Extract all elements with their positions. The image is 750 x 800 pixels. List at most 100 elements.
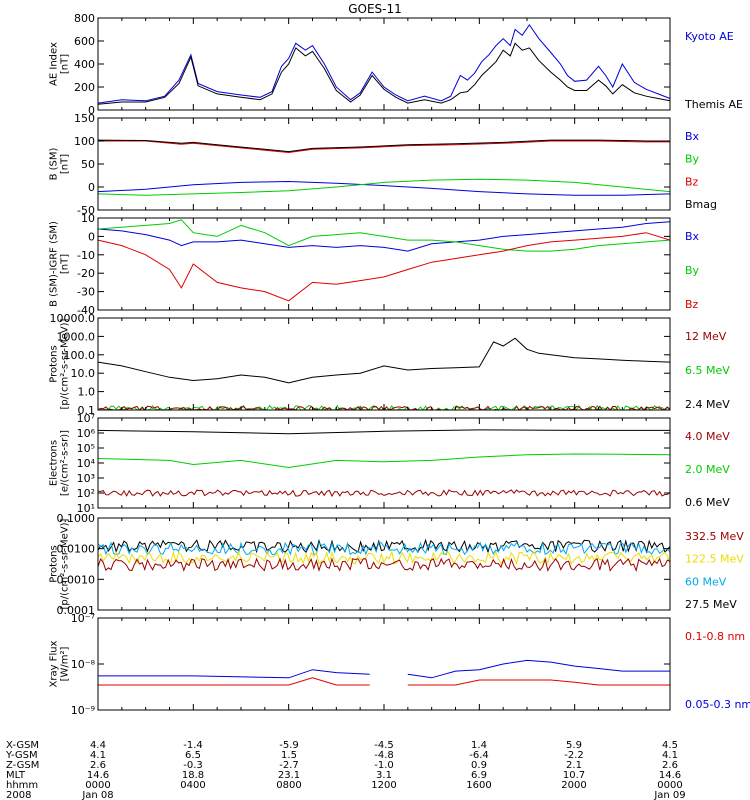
legend-label: 0.6 MeV [685, 496, 730, 509]
y-axis-label: Protons [49, 345, 60, 382]
ephemeris-value: 3.1 [376, 770, 392, 781]
series-bigrf-by [97, 219, 671, 252]
y-tick-label: 800 [74, 12, 95, 25]
y-tick-label: 0.1 [78, 404, 96, 417]
ephemeris-value: 18.8 [182, 770, 204, 781]
ephemeris-value: 1200 [371, 780, 396, 791]
ephemeris-row-label: 2008 [6, 790, 31, 800]
series-protons_high-332-5-mev [97, 557, 671, 573]
panel-electrons: 10¹ 10² 10³ 10⁴ 10⁵ 10⁶ 10⁷ Electrons [e/(cm²-s-… [49, 412, 731, 515]
legend-label: 332.5 MeV [685, 530, 744, 543]
ephemeris-value: 14.6 [659, 770, 681, 781]
ephemeris-value: 1.5 [281, 750, 297, 761]
y-tick-label: 10⁶ [77, 427, 96, 440]
y-tick-label: -30 [77, 286, 95, 299]
series-bsm-bz [98, 140, 670, 154]
series-protons_high-60-mev [97, 541, 671, 556]
ephemeris-row-label: hhmm [6, 780, 38, 791]
panel-frame [97, 17, 671, 111]
y-axis-label: Xray Flux [49, 640, 60, 687]
y-tick-label: 0 [88, 181, 95, 194]
y-tick-label: 10.0 [71, 367, 96, 380]
ephemeris-value: -2.2 [564, 750, 584, 761]
panel-frame [97, 217, 671, 311]
ephemeris-value: -5.9 [279, 740, 299, 751]
legend-label: 27.5 MeV [685, 598, 737, 611]
y-tick-label: 600 [74, 35, 95, 48]
y-tick-label: 1000.0 [57, 330, 96, 343]
ephemeris-value: -4.8 [374, 750, 394, 761]
ephemeris-row-label: Y-GSM [5, 750, 38, 761]
y-tick-label: 100 [74, 135, 95, 148]
legend-label: 12 MeV [685, 330, 727, 343]
legend-label: Bz [685, 298, 699, 311]
y-axis-label: [W/m²] [60, 646, 71, 681]
y-axis-label: [nT] [60, 154, 71, 174]
legend-label: 0.1-0.8 nm [685, 630, 745, 643]
series-electrons-0-6-mev [97, 429, 670, 435]
ephemeris-value: 2.1 [566, 760, 582, 771]
y-tick-label: -50 [77, 204, 95, 217]
y-tick-label: 0.0010 [57, 573, 96, 586]
y-tick-label: 10³ [77, 472, 95, 485]
y-tick-label: 1.0 [78, 386, 96, 399]
legend-label: By [685, 264, 700, 277]
series-electrons-4-0-mev [97, 489, 671, 498]
y-tick-label: 10¹ [77, 502, 95, 515]
ephemeris-value: 2.6 [662, 760, 678, 771]
ephemeris-value: -1.0 [374, 760, 394, 771]
legend-label: By [685, 153, 700, 166]
series-bsm-bx [97, 180, 671, 196]
panel-bigrf: -40 -30 -20 -10 0 10 B (SM)-IGRF (SM) [nT] Bx By B… [49, 212, 700, 317]
y-tick-label: -40 [77, 304, 95, 317]
y-tick-label: 10⁻⁷ [71, 612, 95, 625]
panel-protons_low: 0.1 1.0 10.0 100.0 1000.0 10000.0 Protons [p/(c… [49, 312, 731, 417]
ephemeris-table: X-GSMY-GSMZ-GSMMLThhmm20084.44.12.614.60… [5, 740, 686, 800]
y-tick-label: 10000.0 [50, 312, 96, 325]
ephemeris-value: 6.5 [185, 750, 201, 761]
y-tick-label: 10² [77, 487, 95, 500]
ephemeris-value: 0000 [657, 780, 682, 791]
y-tick-label: 0.0100 [57, 543, 96, 556]
panel-frame [97, 617, 671, 711]
series-protons_high-122-5-mev [97, 550, 671, 566]
legend-label: Bz [685, 175, 699, 188]
ephemeris-value: -2.7 [279, 760, 299, 771]
ephemeris-value: 4.5 [662, 740, 678, 751]
series-bigrf-bz [97, 232, 671, 302]
y-tick-label: 0.0001 [57, 604, 96, 617]
y-axis-label: [nT] [60, 54, 71, 74]
y-axis-label: [e/(cm²-s-sr)] [60, 430, 71, 496]
y-axis-label: Electrons [49, 440, 60, 486]
series-ae-themis-ae [97, 42, 671, 105]
legend-label: Kyoto AE [685, 30, 734, 43]
ephemeris-value: -1.4 [183, 740, 203, 751]
y-tick-label: 400 [74, 58, 95, 71]
ephemeris-value: 2.6 [90, 760, 106, 771]
series-bsm-bmag [97, 139, 670, 153]
ephemeris-row-label: X-GSM [6, 740, 39, 751]
legend-label: 2.4 MeV [685, 398, 730, 411]
legend-label: Bmag [685, 198, 717, 211]
y-axis-label: [p/(cm²-s-sr-MeV)] [60, 318, 71, 409]
legend-label: 60 MeV [685, 575, 727, 588]
y-tick-label: 150 [74, 112, 95, 125]
ephemeris-value: 0.9 [471, 760, 487, 771]
ephemeris-value: 4.4 [90, 740, 106, 751]
series-bigrf-bx [97, 221, 671, 252]
series-ae-kyoto-ae [97, 24, 671, 104]
legend-label: Bx [685, 130, 700, 143]
legend-label: 0.05-0.3 nm [685, 698, 750, 711]
y-tick-label: 10⁵ [77, 442, 95, 455]
ephemeris-value: 0000 [85, 780, 110, 791]
panel-bsm: -50 0 50 100 150 B (SM) [nT] Bx By Bz Bmag [49, 112, 718, 217]
legend-label: Bx [685, 230, 700, 243]
ephemeris-value: 1600 [466, 780, 491, 791]
y-tick-label: 0 [88, 104, 95, 117]
y-tick-label: 10⁻⁸ [71, 658, 96, 671]
ephemeris-value: -0.3 [183, 760, 203, 771]
ephemeris-value: 4.1 [662, 750, 678, 761]
series-xray-0-1-0-8-nm [98, 677, 670, 686]
